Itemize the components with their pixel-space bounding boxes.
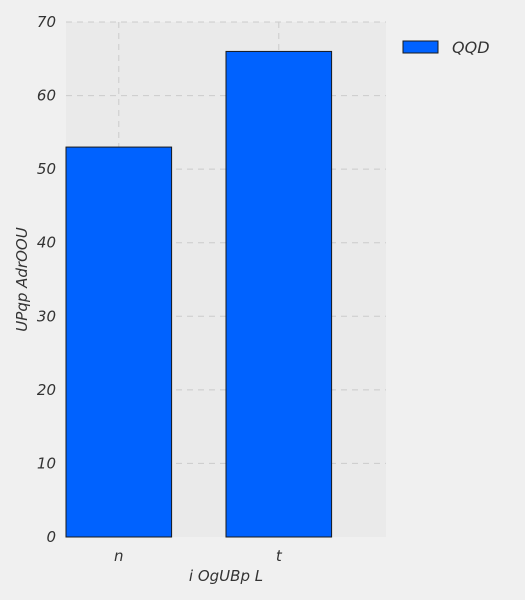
y-tick-label: 50 [37, 160, 56, 178]
y-tick-label: 70 [37, 13, 56, 31]
x-tick-label: n [114, 547, 124, 565]
y-tick-label: 10 [37, 454, 56, 472]
bars [65, 50, 333, 538]
y-axis-ticks: 0 10 20 30 40 50 60 70 [37, 13, 56, 546]
legend-label-qqd: QQD [452, 38, 490, 57]
bar-t [225, 50, 333, 538]
y-tick-label: 30 [37, 307, 56, 325]
y-axis-title: UPqp AdrOOU [13, 227, 31, 331]
x-tick-label: t [276, 547, 283, 565]
legend: QQD [402, 38, 490, 57]
y-tick-label: 0 [46, 528, 56, 546]
y-tick-label: 20 [37, 381, 56, 399]
bar-n [65, 146, 173, 538]
y-tick-label: 60 [37, 87, 56, 105]
legend-swatch-qqd [402, 40, 439, 54]
x-axis-title: i OgUBp L [189, 567, 263, 585]
y-tick-label: 40 [37, 234, 56, 252]
